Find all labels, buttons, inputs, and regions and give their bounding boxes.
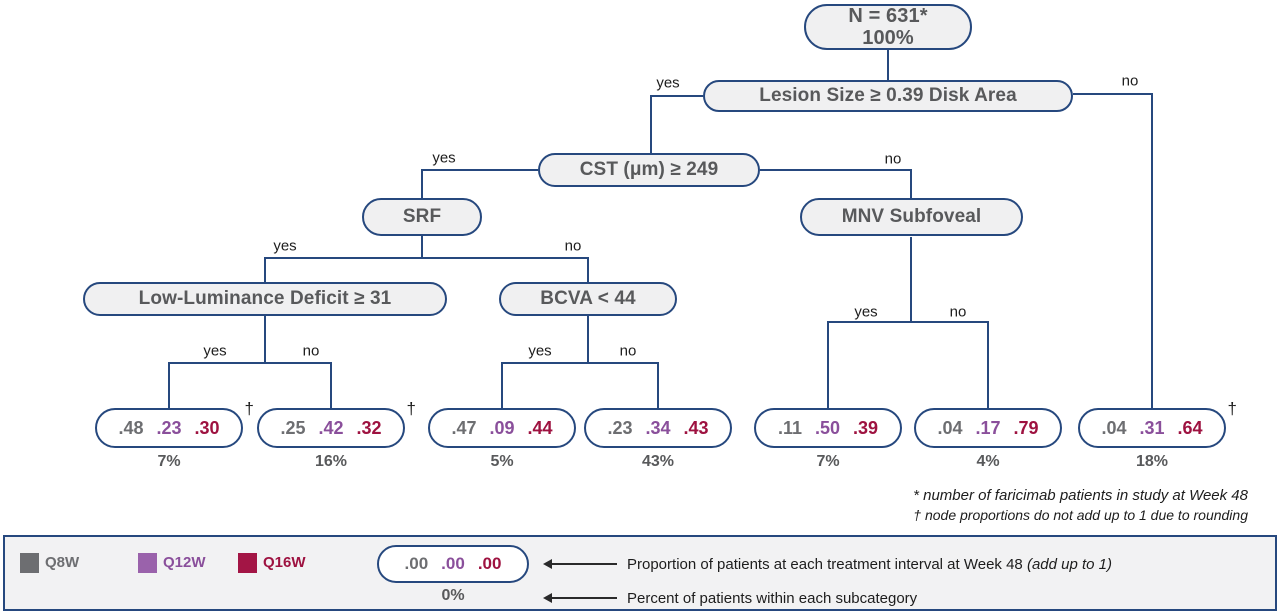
percent-label-1: 7% [157, 453, 181, 470]
branch-label-mnv-yes: yes [851, 303, 881, 321]
legend-swatch-q12w-icon [138, 553, 157, 573]
leaf-node-2: .25 .42 .32 † [257, 399, 416, 448]
leaf-node-4: .23 .34 .43 [584, 408, 732, 448]
legend-example-q16w-value: .00 [477, 554, 502, 573]
percent-label-3: 5% [490, 453, 514, 470]
legend-line2: Percent of patients within each subcateg… [627, 590, 918, 607]
decision-node-cst: CST (μm) ≥ 249 [538, 153, 760, 187]
leaf-1-dagger-mark: † [244, 399, 254, 418]
left-arrow-icon [543, 593, 617, 603]
leaf-1-q12w-value: .23 [156, 417, 182, 438]
legend-line1-main: Proportion of patients at each treatment… [627, 556, 1027, 573]
leaf-node-7: .04 .31 .64 † [1078, 399, 1237, 448]
branch-label-bcva-yes: yes [525, 342, 555, 360]
leaf-5-q12w-value: .50 [814, 417, 841, 438]
leaf-6-q16w-value: .79 [1013, 417, 1039, 438]
branch-label-lld-no: no [299, 342, 323, 360]
leaf-2-dagger-mark: † [406, 399, 416, 418]
branch-label-lesion-yes: yes [653, 74, 683, 92]
legend-swatch-q8w-icon [20, 553, 39, 573]
leaf-4-q8w-value: .23 [607, 417, 633, 438]
legend-box: Q8W Q12W Q16W .00 .00 .00 0% Proportion … [3, 535, 1277, 611]
leaf-4-q12w-value: .34 [645, 417, 671, 438]
branch-label-mnv-no: no [946, 303, 970, 321]
leaf-6-q8w-value: .04 [937, 417, 963, 438]
legend-example-q12w-value: .00 [441, 554, 465, 573]
root-node: N = 631* 100% [804, 4, 972, 50]
legend-label-q16w: Q16W [263, 554, 306, 571]
leaf-1-q8w-value: .48 [118, 417, 144, 438]
leaf-7-q16w-value: .64 [1177, 417, 1203, 438]
footnotes: * number of faricimab patients in study … [913, 485, 1248, 526]
legend-label-q12w: Q12W [163, 554, 206, 571]
legend-example-percent: 0% [441, 587, 465, 604]
leaf-7-q12w-value: .31 [1139, 417, 1165, 438]
leaf-node-3: .47 .09 .44 [428, 408, 576, 448]
leaf-2-q16w-value: .32 [356, 417, 382, 438]
branch-label-lld-yes: yes [200, 342, 230, 360]
leaf-node-1: .48 .23 .30 † [95, 399, 254, 448]
decision-node-mnv-subfoveal: MNV Subfoveal [800, 198, 1023, 236]
branch-label-cst-no: no [881, 150, 905, 168]
leaf-7-dagger-mark: † [1227, 399, 1237, 418]
leaf-3-q12w-value: .09 [489, 417, 515, 438]
legend-line1-italic: (add up to 1) [1026, 556, 1113, 573]
branch-label-cst-yes: yes [429, 149, 459, 167]
leaf-2-q8w-value: .25 [280, 417, 306, 438]
leaf-7-q8w-value: .04 [1101, 417, 1127, 438]
leaf-5-q8w-value: .11 [777, 417, 802, 438]
legend-example-node: .00 .00 .00 [377, 545, 529, 583]
legend-line1: Proportion of patients at each treatment… [627, 556, 1112, 573]
percent-label-6: 4% [976, 453, 1000, 470]
leaf-6-q12w-value: .17 [975, 417, 1001, 438]
branch-label-srf-yes: yes [270, 237, 300, 255]
decision-node-bcva: BCVA < 44 [499, 282, 677, 316]
branch-label-lesion-no: no [1118, 72, 1142, 90]
decision-node-srf: SRF [362, 198, 482, 236]
leaf-5-q16w-value: .39 [853, 417, 879, 438]
decision-node-low-luminance-deficit: Low-Luminance Deficit ≥ 31 [83, 282, 447, 316]
legend-example-q8w-value: .00 [404, 554, 429, 573]
leaf-4-q16w-value: .43 [683, 417, 709, 438]
legend-label-q8w: Q8W [45, 554, 80, 571]
left-arrow-icon [543, 559, 617, 569]
leaf-2-q12w-value: .42 [318, 417, 344, 438]
percent-label-7: 18% [1135, 453, 1169, 470]
branch-label-bcva-no: no [616, 342, 640, 360]
legend-swatch-q16w-icon [238, 553, 257, 573]
leaf-1-q16w-value: .30 [194, 417, 220, 438]
root-node-count: N = 631* [848, 4, 928, 27]
percent-label-5: 7% [816, 453, 840, 470]
leaf-3-q16w-value: .44 [527, 417, 553, 438]
root-node-percent: 100% [862, 27, 914, 49]
percent-label-2: 16% [314, 453, 348, 470]
branch-label-srf-no: no [561, 237, 585, 255]
leaf-node-5: .11 .50 .39 [754, 408, 902, 448]
leaf-3-q8w-value: .47 [451, 417, 477, 438]
percent-label-4: 43% [641, 453, 675, 470]
footnote-dagger: † node proportions do not add up to 1 du… [913, 507, 1248, 523]
decision-node-lesion-size: Lesion Size ≥ 0.39 Disk Area [703, 80, 1073, 112]
footnote-asterisk: * number of faricimab patients in study … [913, 487, 1248, 504]
leaf-node-6: .04 .17 .79 [914, 408, 1062, 448]
